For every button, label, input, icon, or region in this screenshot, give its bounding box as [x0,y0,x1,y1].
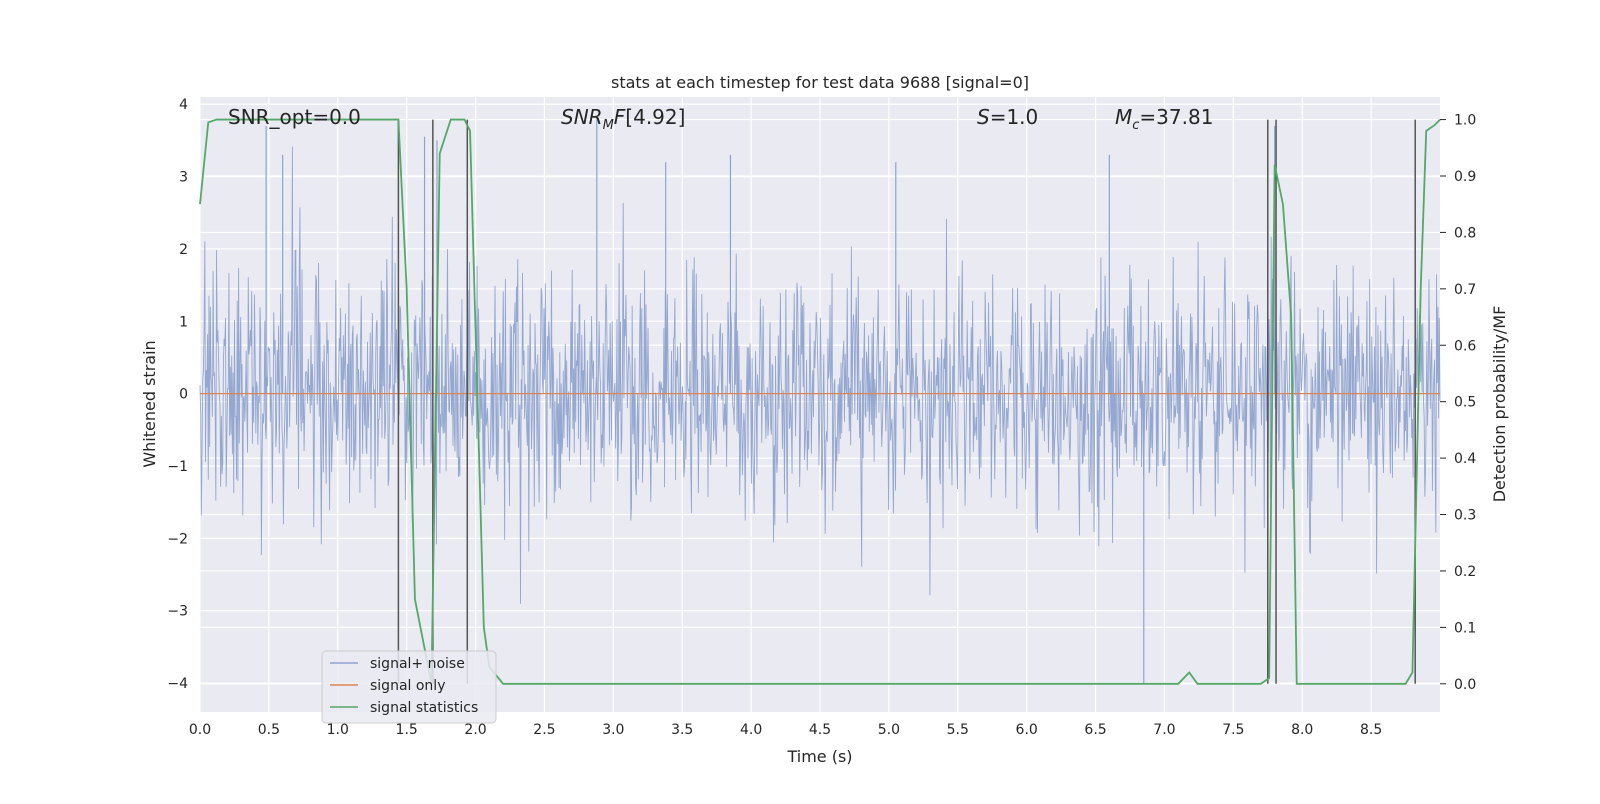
x-tick-label: 7.5 [1222,722,1244,738]
x-tick-label: 2.5 [533,722,555,738]
y-right-tick-label: 0.0 [1454,677,1476,693]
annotation-s-value: =1.0 [990,105,1039,129]
y-tick-label: 3 [179,170,188,186]
x-tick-label: 5.0 [878,722,900,738]
series-signal-statistics [199,118,1441,685]
y-axis-ticks: 4 3 2 1 0 −1 −2 −3 −4 [167,97,188,692]
legend-label-signal-only: signal only [370,678,445,694]
y-right-tick-label: 0.5 [1454,395,1476,411]
x-tick-label: 4.5 [809,722,831,738]
chart-title: stats at each timestep for test data 968… [611,73,1029,92]
signal-statistics-line [199,118,1441,685]
y-tick-label: −3 [167,604,188,620]
x-tick-label: 0.5 [258,722,280,738]
x-tick-label: 4.0 [740,722,762,738]
y-right-tick-label: 0.3 [1454,508,1476,524]
legend: signal+ noise signal only signal statist… [321,650,497,724]
y-tick-label: 2 [179,242,188,258]
y-right-tick-label: 0.1 [1454,620,1476,636]
x-tick-label: 5.5 [947,722,969,738]
annotation-mc-value: =37.81 [1139,105,1213,129]
x-tick-label: 1.0 [327,722,349,738]
y-right-tick-label: 0.8 [1454,225,1476,241]
y-axis-label: Whitened strain [140,340,159,467]
y-tick-label: −1 [167,459,188,475]
y-right-tick-label: 1.0 [1454,113,1476,129]
y-right-tick-label: 0.6 [1454,338,1476,354]
x-axis-ticks: 0.0 0.5 1.0 1.5 2.0 2.5 3.0 3.5 4.0 4.5 5.0 5.5 6.0 6… [189,722,1382,738]
legend-box [321,650,497,724]
x-tick-label: 8.5 [1360,722,1382,738]
y-tick-label: 1 [179,314,188,330]
x-tick-label: 8.0 [1291,722,1313,738]
y-tick-label: −4 [167,676,188,692]
y-right-tick-label: 0.2 [1454,564,1476,580]
y-right-tick-label: 0.4 [1454,451,1476,467]
x-tick-label: 2.0 [464,722,486,738]
annotation-snr-mf: SNRMF[4.92] [561,105,685,133]
x-tick-label: 6.5 [1084,722,1106,738]
y-tick-label: 4 [179,97,188,113]
x-tick-label: 6.0 [1016,722,1038,738]
signal-noise-line [199,146,1441,604]
annotation-s: S=1.0 [977,105,1038,129]
y-tick-label: 0 [179,387,188,403]
x-axis-label: Time (s) [786,747,852,766]
y-tick-label: −2 [167,531,188,547]
annotation-snr-mf-value: [4.92] [625,105,685,129]
x-tick-label: 1.5 [396,722,418,738]
x-tick-label: 7.0 [1153,722,1175,738]
y-right-tick-label: 0.7 [1454,282,1476,298]
x-tick-label: 3.5 [671,722,693,738]
vertical-markers [397,119,1416,684]
legend-label-signal-stats: signal statistics [370,700,478,716]
y-right-axis-ticks: 1.0 0.9 0.8 0.7 0.6 0.5 0.4 0.3 0.2 0.1 0.0 [1440,113,1476,693]
y-right-tick-label: 0.9 [1454,169,1476,185]
x-tick-label: 3.0 [602,722,624,738]
y-right-axis-label: Detection probability/MF [1490,306,1509,503]
x-tick-label: 0.0 [189,722,211,738]
annotation-snr-opt: SNR_opt=0.0 [228,105,361,129]
annotation-mc: Mc=37.81 [1115,105,1213,133]
legend-label-signal-noise: signal+ noise [370,656,465,672]
